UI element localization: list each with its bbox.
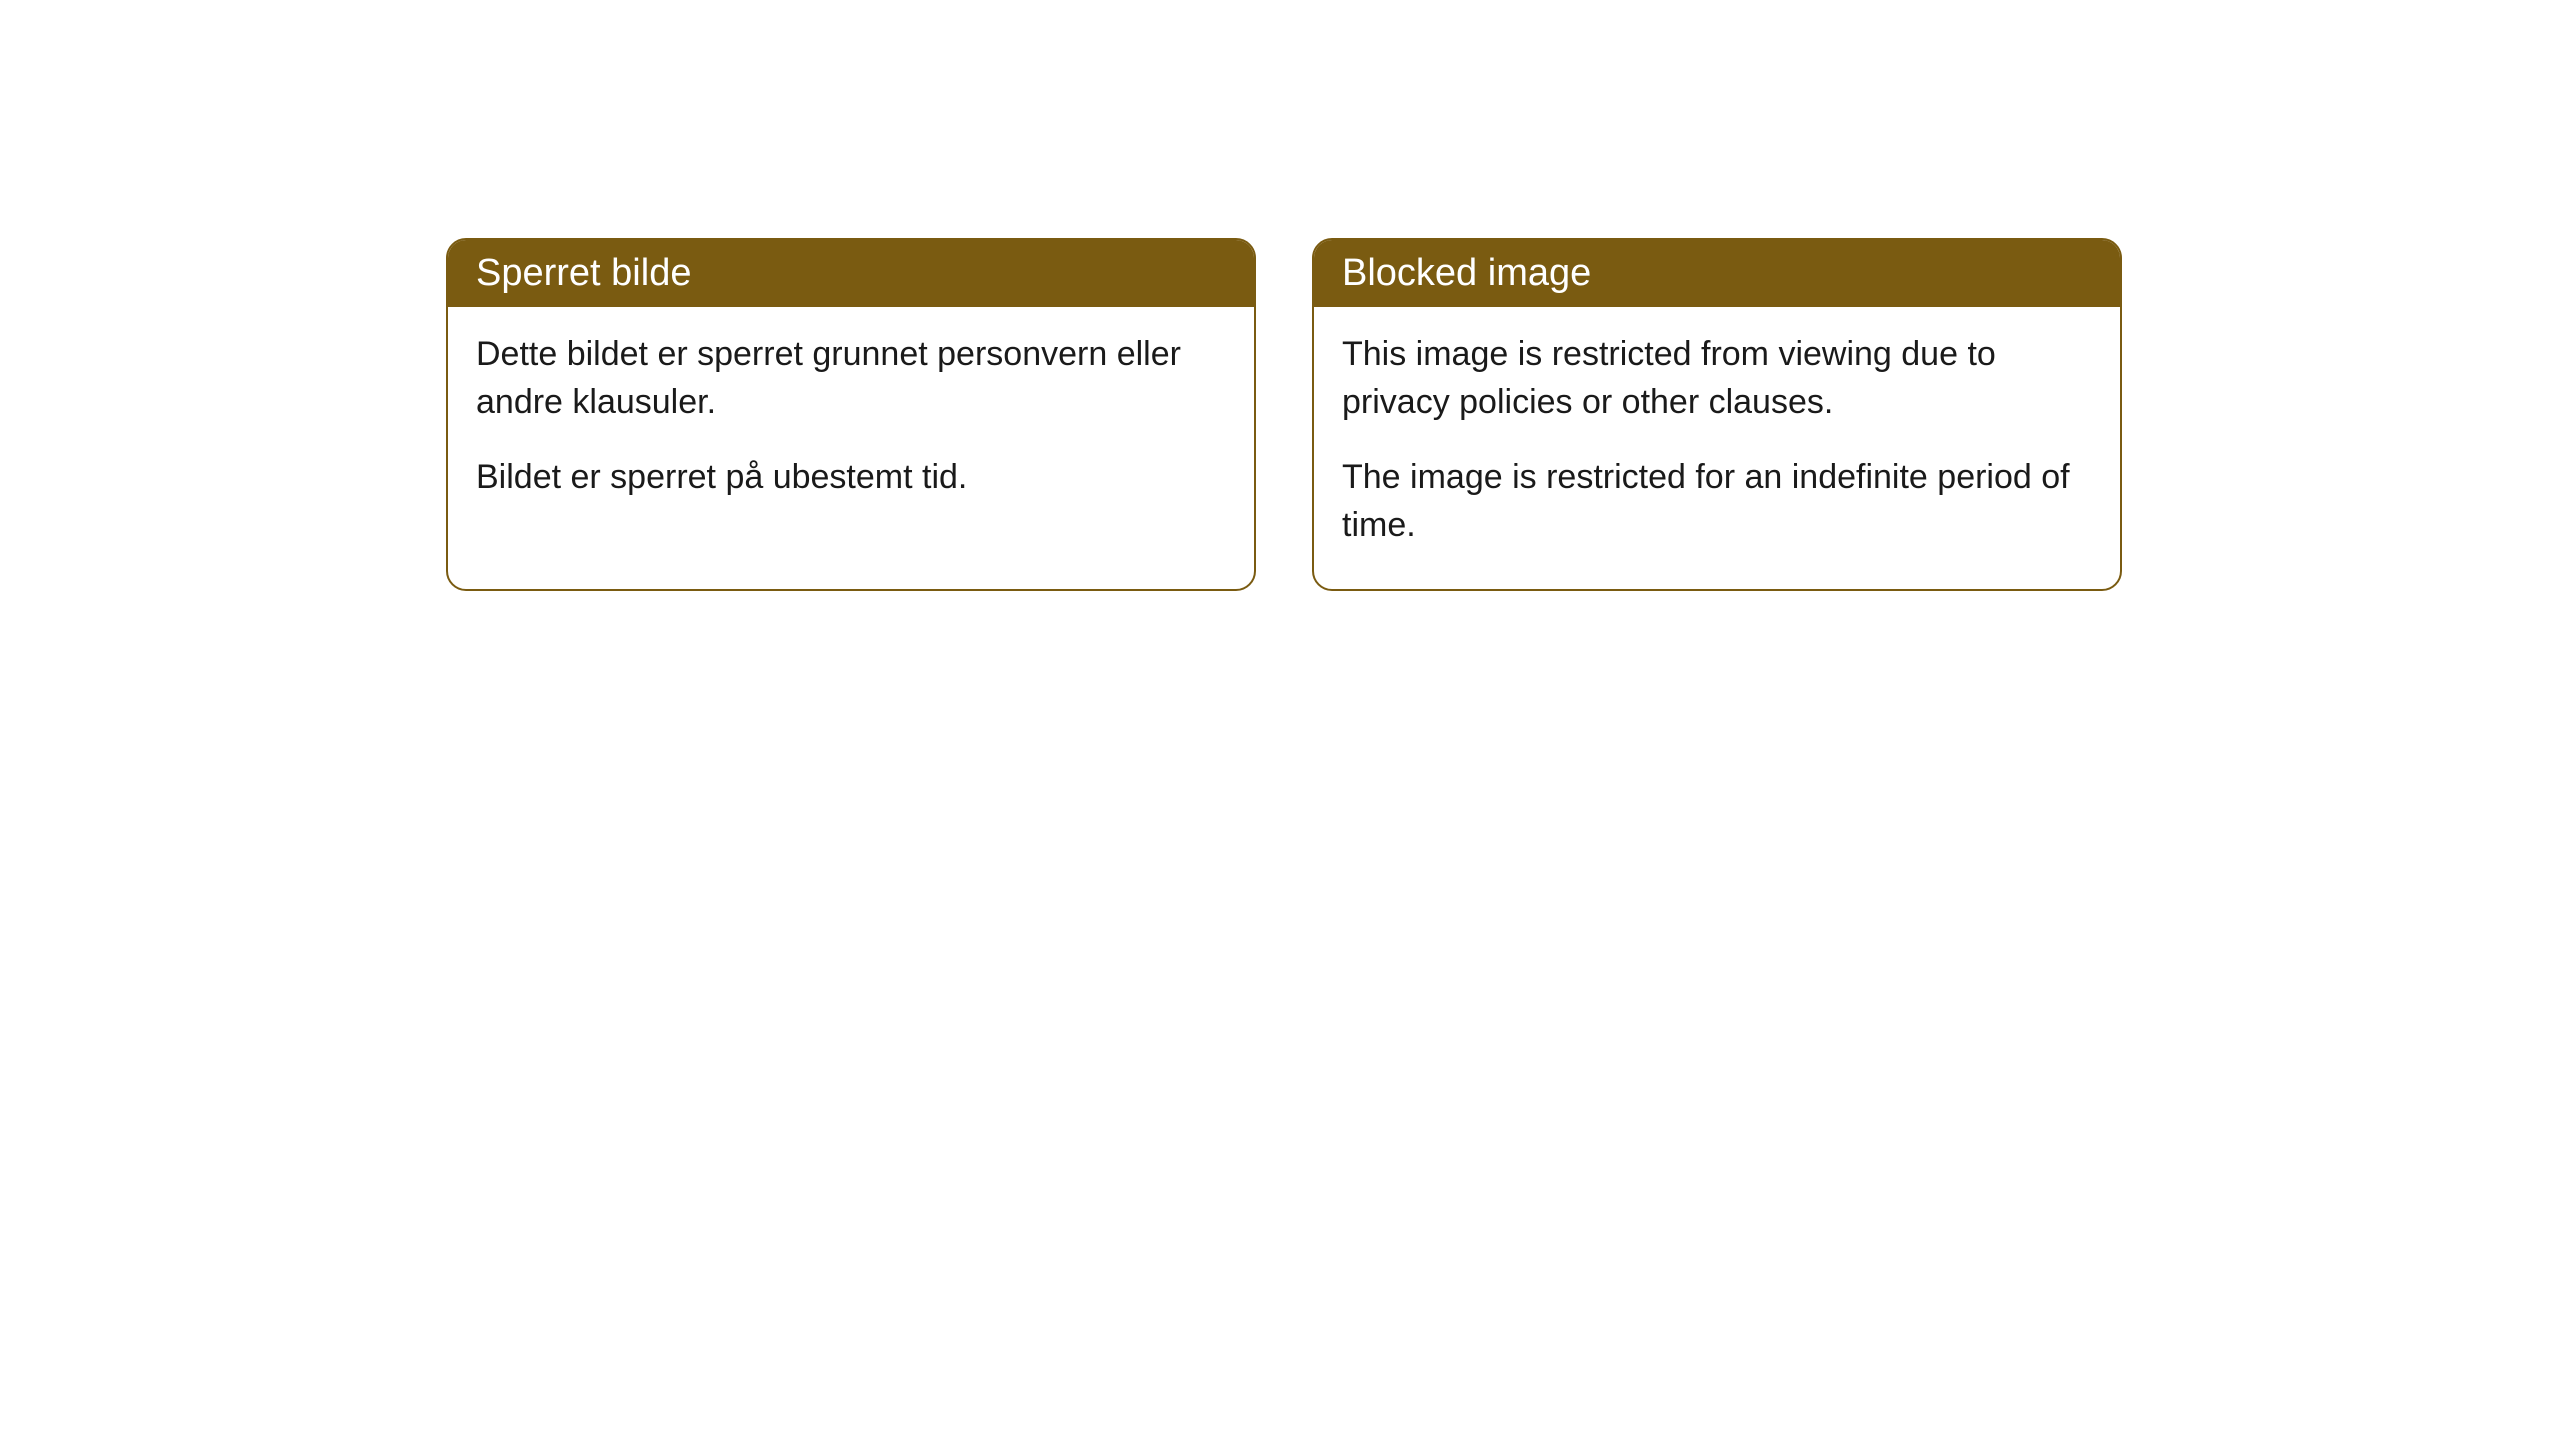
card-header-english: Blocked image	[1314, 240, 2120, 307]
card-paragraph-1-english: This image is restricted from viewing du…	[1342, 331, 2092, 426]
card-paragraph-2-norwegian: Bildet er sperret på ubestemt tid.	[476, 454, 1226, 502]
blocked-image-card-english: Blocked image This image is restricted f…	[1312, 238, 2122, 591]
card-paragraph-1-norwegian: Dette bildet er sperret grunnet personve…	[476, 331, 1226, 426]
card-body-english: This image is restricted from viewing du…	[1314, 307, 2120, 589]
blocked-image-card-norwegian: Sperret bilde Dette bildet er sperret gr…	[446, 238, 1256, 591]
card-body-norwegian: Dette bildet er sperret grunnet personve…	[448, 307, 1254, 542]
card-title-norwegian: Sperret bilde	[476, 252, 691, 294]
card-paragraph-2-english: The image is restricted for an indefinit…	[1342, 454, 2092, 549]
card-title-english: Blocked image	[1342, 252, 1591, 294]
card-header-norwegian: Sperret bilde	[448, 240, 1254, 307]
notice-cards-container: Sperret bilde Dette bildet er sperret gr…	[446, 238, 2122, 591]
